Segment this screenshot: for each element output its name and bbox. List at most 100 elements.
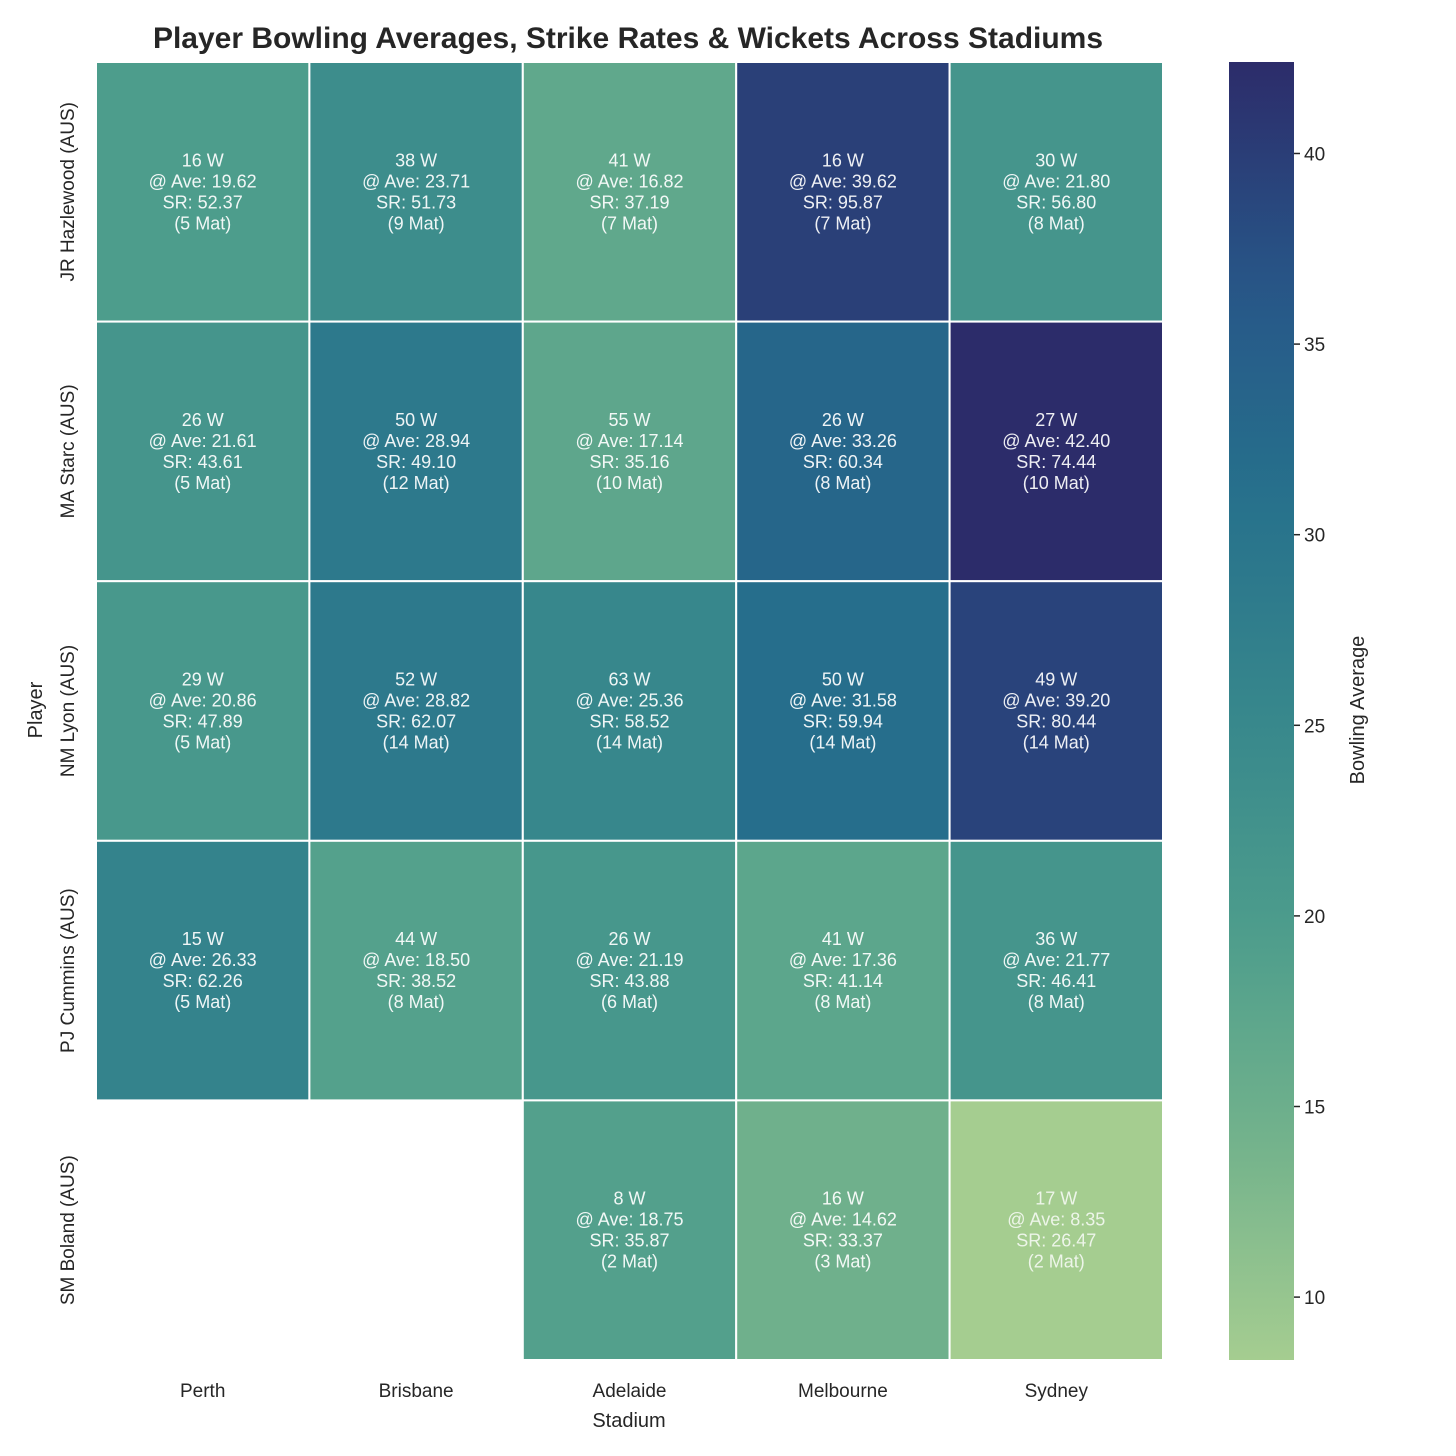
cell-annotation-line: (14 Mat) [596, 733, 663, 753]
x-axis-title: Stadium [592, 1410, 665, 1432]
cell-annotation-line: @ Ave: 18.75 [575, 1210, 683, 1230]
cell-annotation-line: @ Ave: 39.62 [789, 171, 897, 191]
cell-annotation-line: @ Ave: 28.82 [362, 691, 470, 711]
cell-annotation: 41 W @ Ave: 17.36 SR: 41.14 (8 Mat) [789, 929, 897, 1012]
cell-annotation-line: (8 Mat) [1028, 213, 1085, 233]
cell-annotation-line: 15 W [182, 929, 224, 949]
cell-annotation-line: @ Ave: 23.71 [362, 171, 470, 191]
heatmap-cell [95, 320, 311, 583]
cell-annotation-line: SR: 52.37 [163, 192, 243, 212]
colorbar-tick-label: 25 [1304, 716, 1325, 737]
cell-annotation-line: @ Ave: 17.36 [789, 950, 897, 970]
heatmap-cell [308, 61, 524, 323]
cell-annotation-line: (9 Mat) [388, 213, 445, 233]
cell-annotation-line: (8 Mat) [1028, 992, 1085, 1012]
cell-annotation-line: @ Ave: 21.80 [1002, 171, 1110, 191]
heatmap-cell [308, 580, 524, 842]
cell-annotation-line: @ Ave: 21.77 [1002, 950, 1110, 970]
cell-annotation-line: @ Ave: 31.58 [789, 691, 897, 711]
heatmap-cell [735, 61, 951, 323]
heatmap-cell [948, 61, 1164, 323]
cell-annotation-line: SR: 43.61 [163, 452, 243, 472]
cell-annotation-line: 41 W [608, 150, 650, 170]
cell-annotation: 49 W @ Ave: 39.20 SR: 80.44 (14 Mat) [1002, 670, 1110, 753]
cell-annotation-line: (14 Mat) [1023, 733, 1090, 753]
colorbar-tick-label: 20 [1304, 907, 1325, 928]
cell-annotation-line: SR: 49.10 [376, 452, 456, 472]
cell-annotation: 63 W @ Ave: 25.36 SR: 58.52 (14 Mat) [575, 670, 683, 753]
cell-annotation-line: SR: 33.37 [803, 1231, 883, 1251]
y-tick-label: JR Hazlewood (AUS) [58, 102, 79, 281]
colorbar-label: Bowling Average [1347, 636, 1369, 785]
chart-title: Player Bowling Averages, Strike Rates & … [153, 22, 1103, 55]
cell-annotation-line: (8 Mat) [814, 992, 871, 1012]
cell-annotation-line: (14 Mat) [809, 733, 876, 753]
cell-annotation-line: 16 W [822, 1189, 864, 1209]
cell-annotation-line: @ Ave: 8.35 [1007, 1210, 1105, 1230]
cell-annotation-line: @ Ave: 18.50 [362, 950, 470, 970]
cell-annotation-line: (8 Mat) [388, 992, 445, 1012]
heatmap-cell [735, 1099, 951, 1362]
y-tick-label: PJ Cummins (AUS) [58, 888, 79, 1053]
colorbar-tick-label: 35 [1304, 335, 1325, 356]
cell-annotation-line: 16 W [822, 150, 864, 170]
cell-annotation-line: SR: 60.34 [803, 452, 883, 472]
cell-annotation-line: 27 W [1035, 410, 1077, 430]
cell-annotation-line: 29 W [182, 670, 224, 690]
heatmap-cell [948, 1099, 1164, 1362]
cell-annotation-line: (2 Mat) [1028, 1252, 1085, 1272]
cell-annotation-line: @ Ave: 21.61 [149, 431, 257, 451]
cell-annotation: 41 W @ Ave: 16.82 SR: 37.19 (7 Mat) [575, 150, 683, 233]
heatmap-cell [735, 580, 951, 842]
cell-annotation-line: 63 W [608, 670, 650, 690]
heatmap-cells [95, 61, 1164, 1362]
x-tick-label: Melbourne [798, 1381, 888, 1402]
cell-annotation-line: 17 W [1035, 1189, 1077, 1209]
cell-annotation: 50 W @ Ave: 31.58 SR: 59.94 (14 Mat) [789, 670, 897, 753]
cell-annotation-line: 49 W [1035, 670, 1077, 690]
cell-annotation: 29 W @ Ave: 20.86 SR: 47.89 (5 Mat) [149, 670, 257, 753]
heatmap-cell [308, 839, 524, 1102]
colorbar-tick-label: 10 [1304, 1288, 1325, 1309]
cell-annotation: 50 W @ Ave: 28.94 SR: 49.10 (12 Mat) [362, 410, 470, 493]
cell-annotation-line: (7 Mat) [814, 213, 871, 233]
y-axis-title: Player [25, 681, 47, 738]
cell-annotation-line: SR: 41.14 [803, 971, 883, 991]
cell-annotation: 15 W @ Ave: 26.33 SR: 62.26 (5 Mat) [149, 929, 257, 1012]
cell-annotation: 26 W @ Ave: 21.19 SR: 43.88 (6 Mat) [575, 929, 683, 1012]
cell-annotation: 16 W @ Ave: 39.62 SR: 95.87 (7 Mat) [789, 150, 897, 233]
cell-annotation-line: (5 Mat) [174, 733, 231, 753]
y-tick-label: NM Lyon (AUS) [58, 645, 79, 777]
cell-annotation-line: SR: 51.73 [376, 192, 456, 212]
cell-annotation-line: @ Ave: 17.14 [575, 431, 683, 451]
heatmap-cell [95, 61, 311, 323]
cell-annotation: 16 W @ Ave: 14.62 SR: 33.37 (3 Mat) [789, 1189, 897, 1272]
cell-annotation-line: (10 Mat) [1023, 473, 1090, 493]
cell-annotation-line: 26 W [822, 410, 864, 430]
cell-annotation: 55 W @ Ave: 17.14 SR: 35.16 (10 Mat) [575, 410, 683, 493]
cell-annotation-line: @ Ave: 21.19 [575, 950, 683, 970]
cell-annotation-line: (14 Mat) [383, 733, 450, 753]
cell-annotation-line: @ Ave: 16.82 [575, 171, 683, 191]
cell-annotation-line: SR: 46.41 [1016, 971, 1096, 991]
cell-annotation-line: @ Ave: 28.94 [362, 431, 470, 451]
cell-annotation: 44 W @ Ave: 18.50 SR: 38.52 (8 Mat) [362, 929, 470, 1012]
cell-annotation: 36 W @ Ave: 21.77 SR: 46.41 (8 Mat) [1002, 929, 1110, 1012]
cell-annotation-line: 26 W [608, 929, 650, 949]
y-tick-label: SM Boland (AUS) [58, 1155, 79, 1305]
cell-annotation-line: 50 W [395, 410, 437, 430]
cell-annotation: 26 W @ Ave: 21.61 SR: 43.61 (5 Mat) [149, 410, 257, 493]
cell-annotation-line: (6 Mat) [601, 992, 658, 1012]
cell-annotation-line: 26 W [182, 410, 224, 430]
cell-annotation-line: (5 Mat) [174, 213, 231, 233]
axes: Perth Brisbane Adelaide Melbourne Sydney JR H… [58, 102, 1088, 1402]
cell-annotation: 17 W @ Ave: 8.35 SR: 26.47 (2 Mat) [1007, 1189, 1105, 1272]
cell-annotation-line: (8 Mat) [814, 473, 871, 493]
colorbar-tick-label: 40 [1304, 144, 1325, 165]
colorbar-tick-label: 15 [1304, 1097, 1325, 1118]
cell-annotation-line: (7 Mat) [601, 213, 658, 233]
cell-annotation-line: SR: 47.89 [163, 712, 243, 732]
cell-annotation-line: SR: 35.16 [589, 452, 669, 472]
x-tick-label: Adelaide [593, 1381, 667, 1402]
cell-annotation-line: SR: 74.44 [1016, 452, 1096, 472]
